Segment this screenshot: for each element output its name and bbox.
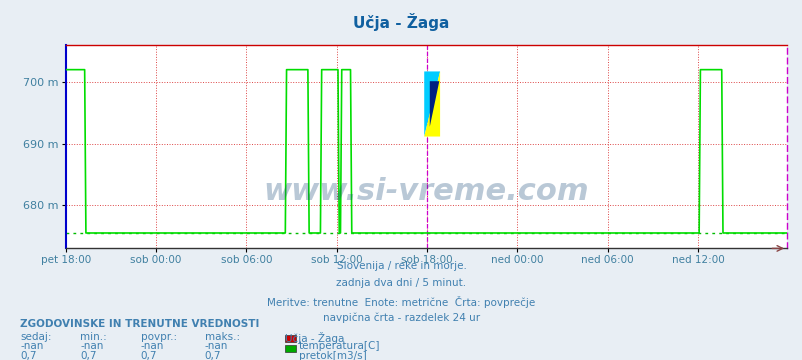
Text: -nan: -nan <box>140 341 164 351</box>
Text: sedaj:: sedaj: <box>20 332 51 342</box>
Text: Učja - Žaga: Učja - Žaga <box>285 332 344 344</box>
Text: 0,7: 0,7 <box>205 351 221 360</box>
Polygon shape <box>423 71 439 136</box>
Text: pretok[m3/s]: pretok[m3/s] <box>298 351 366 360</box>
Text: Slovenija / reke in morje.: Slovenija / reke in morje. <box>336 261 466 271</box>
Text: zadnja dva dni / 5 minut.: zadnja dva dni / 5 minut. <box>336 278 466 288</box>
Text: www.si-vreme.com: www.si-vreme.com <box>263 177 589 206</box>
Text: min.:: min.: <box>80 332 107 342</box>
Text: 0,7: 0,7 <box>140 351 157 360</box>
Text: -nan: -nan <box>205 341 228 351</box>
Text: povpr.:: povpr.: <box>140 332 176 342</box>
Text: -nan: -nan <box>20 341 43 351</box>
Text: navpična črta - razdelek 24 ur: navpična črta - razdelek 24 ur <box>322 313 480 323</box>
Text: maks.:: maks.: <box>205 332 240 342</box>
Polygon shape <box>429 81 439 127</box>
Text: 0,7: 0,7 <box>80 351 97 360</box>
Text: temperatura[C]: temperatura[C] <box>298 341 379 351</box>
Text: 0,7: 0,7 <box>20 351 37 360</box>
Text: Učja - Žaga: Učja - Žaga <box>353 13 449 31</box>
Text: -nan: -nan <box>80 341 103 351</box>
Text: Meritve: trenutne  Enote: metrične  Črta: povprečje: Meritve: trenutne Enote: metrične Črta: … <box>267 296 535 307</box>
Text: ZGODOVINSKE IN TRENUTNE VREDNOSTI: ZGODOVINSKE IN TRENUTNE VREDNOSTI <box>20 319 259 329</box>
Polygon shape <box>423 71 439 136</box>
